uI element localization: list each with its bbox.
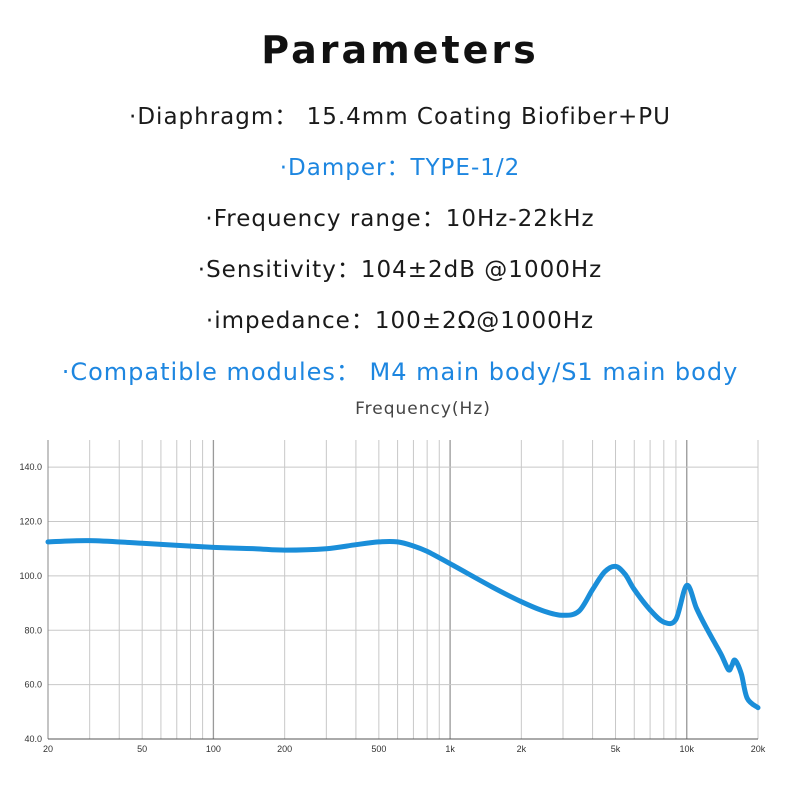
x-tick-label: 500 [371,744,386,754]
param-diaphragm: ·Diaphragm： 15.4mm Coating Biofiber+PU [129,104,671,130]
chart-title: Frequency(Hz) [355,399,491,419]
x-tick-label: 10k [679,744,694,754]
param-impedance: ·impedance：100±2Ω@1000Hz [205,308,595,334]
param-sensitivity: ·Sensitivity：104±2dB @1000Hz [197,257,603,283]
page-title: Parameters [261,28,539,72]
y-tick-label: 140.0 [19,462,42,472]
x-tick-label: 5k [611,744,621,754]
x-tick-label: 2k [517,744,527,754]
y-tick-label: 60.0 [24,680,42,690]
frequency-response-line [45,538,761,711]
x-tick-label: 100 [206,744,221,754]
x-tick-label: 200 [277,744,292,754]
x-tick-label: 20k [751,744,766,754]
x-tick-label: 20 [43,744,53,754]
x-tick-label: 1k [445,744,455,754]
param-damper: ·Damper：TYPE-1/2 [279,155,521,181]
y-tick-label: 80.0 [24,625,42,635]
parameters-list: ·Diaphragm： 15.4mm Coating Biofiber+PU ·… [0,95,800,401]
y-tick-label: 100.0 [19,571,42,581]
x-tick-label: 50 [137,744,147,754]
y-tick-label: 120.0 [19,517,42,527]
param-compatible-modules: ·Compatible modules： M4 main body/S1 mai… [61,358,739,386]
y-tick-label: 40.0 [24,734,42,744]
frequency-response-chart: 40.0 60.0 80.0 100.0 120.0 140.0 20 50 100 200 500… [19,440,766,754]
param-frequency-range: ·Frequency range：10Hz-22kHz [205,206,595,232]
